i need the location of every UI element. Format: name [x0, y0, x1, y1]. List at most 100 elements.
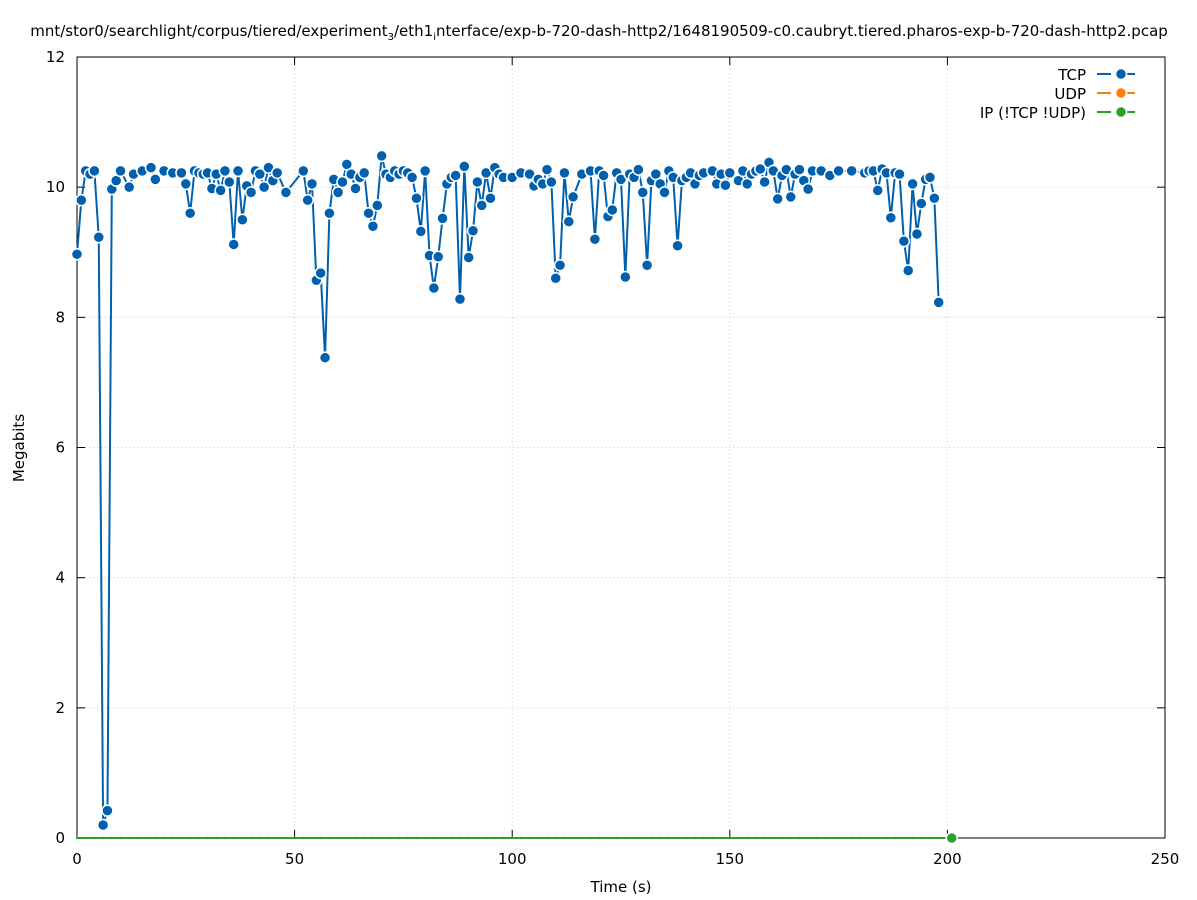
- data-point: [75, 836, 79, 840]
- data-point: [375, 149, 388, 163]
- data-point: [270, 166, 284, 180]
- data-point: [772, 836, 775, 840]
- data-point: [650, 836, 653, 840]
- data-point: [658, 186, 671, 199]
- data-point: [275, 836, 279, 840]
- data-point: [122, 180, 136, 194]
- data-point: [218, 164, 232, 178]
- data-point: [362, 206, 375, 220]
- x-tick-label: 50: [285, 850, 304, 868]
- data-point: [214, 184, 227, 197]
- data-point: [154, 836, 157, 840]
- data-point: [323, 206, 336, 220]
- data-point: [119, 836, 122, 840]
- data-point: [215, 836, 218, 840]
- data-point: [318, 351, 332, 364]
- y-tick-label: 2: [55, 699, 65, 717]
- legend-marker-ip: [1114, 105, 1128, 119]
- data-point: [806, 836, 810, 840]
- data-point: [540, 163, 554, 176]
- data-point: [553, 259, 567, 272]
- data-point: [188, 836, 192, 840]
- data-point: [197, 836, 201, 840]
- legend-item-udp: UDP: [1054, 85, 1145, 103]
- data-point: [475, 199, 488, 212]
- data-point: [784, 190, 797, 204]
- data-point: [284, 836, 288, 840]
- data-point: [906, 177, 919, 191]
- legend-label-udp: UDP: [1054, 85, 1086, 103]
- data-point: [484, 191, 497, 205]
- data-point: [231, 164, 245, 178]
- data-point: [397, 836, 401, 840]
- data-point: [928, 836, 932, 840]
- data-point: [632, 836, 636, 840]
- data-point: [84, 836, 87, 840]
- data-point: [458, 836, 462, 840]
- data-point: [258, 836, 261, 840]
- data-point: [354, 836, 357, 840]
- data-point: [558, 166, 571, 180]
- data-point: [528, 836, 531, 840]
- data-point: [723, 166, 737, 180]
- data-point: [305, 177, 319, 191]
- data-point: [244, 186, 258, 199]
- data-point: [389, 836, 392, 840]
- data-point: [793, 163, 806, 176]
- legend-item-ip: IP (!TCP !UDP): [980, 104, 1145, 122]
- x-axis-title: Time (s): [590, 878, 652, 896]
- data-point: [737, 836, 740, 840]
- x-tick-label: 100: [498, 850, 527, 868]
- data-point: [511, 836, 514, 840]
- y-tick-label: 8: [55, 308, 65, 326]
- data-point: [667, 836, 671, 840]
- x-tick-label: 0: [72, 850, 82, 868]
- data-point: [580, 836, 584, 840]
- data-point: [545, 836, 549, 840]
- data-point: [336, 175, 349, 189]
- data-point: [101, 836, 105, 840]
- data-point: [754, 836, 758, 840]
- data-point: [88, 164, 101, 178]
- data-point: [685, 836, 688, 840]
- data-point: [876, 836, 879, 840]
- data-point: [624, 836, 627, 840]
- data-point: [101, 804, 114, 817]
- data-point: [841, 836, 845, 840]
- data-point: [702, 836, 705, 840]
- data-point: [493, 836, 496, 840]
- data-point: [763, 836, 766, 840]
- data-point: [279, 186, 293, 199]
- data-point: [314, 266, 327, 280]
- data-point: [336, 836, 340, 840]
- data-point: [563, 836, 566, 840]
- data-point: [406, 836, 409, 840]
- data-point: [114, 164, 127, 178]
- data-point: [719, 178, 732, 192]
- data-point: [566, 190, 580, 204]
- data-point: [310, 836, 314, 840]
- data-point: [545, 175, 558, 189]
- data-point: [885, 836, 888, 840]
- data-point: [928, 191, 941, 205]
- x-tick-label: 150: [715, 850, 744, 868]
- data-point: [223, 175, 236, 189]
- data-point: [850, 836, 853, 840]
- data-point: [554, 836, 557, 840]
- data-point: [232, 836, 235, 840]
- x-tick-label: 200: [933, 850, 962, 868]
- data-point: [598, 836, 601, 840]
- data-point: [431, 250, 445, 264]
- data-point: [227, 238, 240, 251]
- data-point: [884, 211, 898, 225]
- data-point: [867, 836, 871, 840]
- data-point: [180, 836, 183, 840]
- data-point: [162, 836, 166, 840]
- data-point: [144, 161, 158, 174]
- y-tick-label: 4: [55, 569, 65, 587]
- series-line: [76, 155, 940, 826]
- data-point: [871, 184, 885, 197]
- data-point: [519, 836, 523, 840]
- data-point: [815, 836, 819, 840]
- data-point: [833, 836, 836, 840]
